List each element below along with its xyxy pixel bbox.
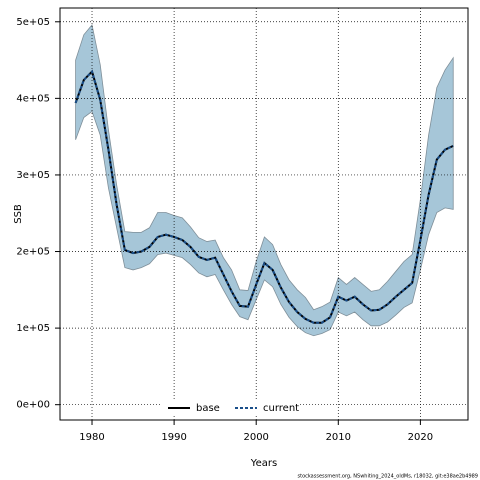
confidence-band: [75, 23, 454, 337]
x-axis-label: Years: [250, 458, 277, 469]
y-tick-label: 3e+05: [16, 170, 50, 181]
plot-frame: [59, 7, 469, 421]
y-tick-label: 4e+05: [16, 93, 50, 104]
x-tick-label: 2000: [243, 432, 268, 443]
x-tick-label: 1990: [161, 432, 186, 443]
y-tick-label: 5e+05: [16, 17, 50, 28]
y-tick-label: 1e+05: [16, 323, 50, 334]
x-tick-label: 2010: [326, 432, 351, 443]
legend-background: [160, 401, 300, 415]
x-tick-label: 2020: [408, 432, 433, 443]
legend-label: base: [196, 403, 220, 414]
series-line: [74, 69, 454, 324]
footnote: stockassessment.org, NSwhiting_2024_oldM…: [298, 474, 479, 480]
y-tick-label: 2e+05: [16, 247, 50, 258]
y-tick-label: 0e+00: [16, 400, 50, 411]
legend-label: current: [263, 403, 299, 414]
y-axis-label: SSB: [13, 204, 24, 224]
x-tick-label: 1980: [79, 432, 104, 443]
